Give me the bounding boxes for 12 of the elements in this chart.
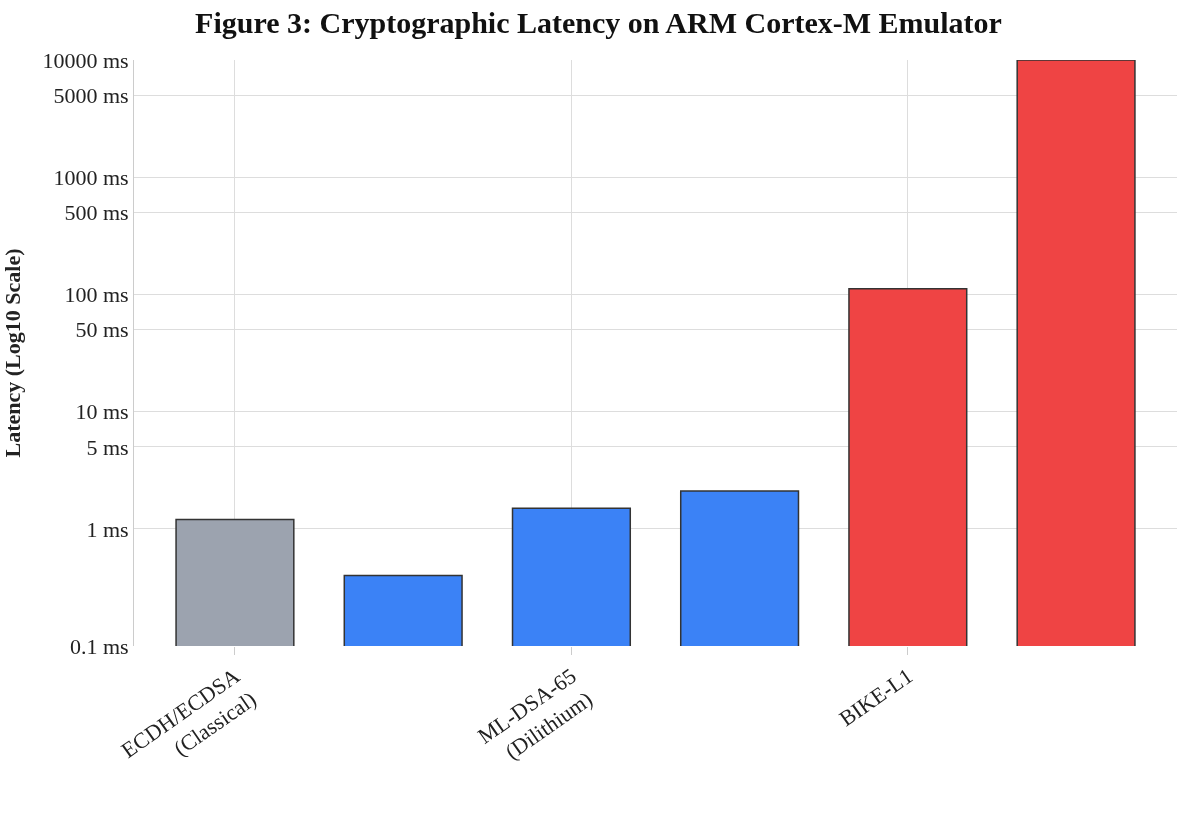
- y-tick-label: 50 ms: [75, 317, 129, 343]
- y-tick-label: 5000 ms: [53, 82, 129, 108]
- chart-title: Figure 3: Cryptographic Latency on ARM Cortex-M Emulator: [195, 6, 1002, 40]
- y-tick-label: 1000 ms: [53, 164, 129, 190]
- y-axis-title: Latency (Log10 Scale): [0, 248, 26, 458]
- y-tick-label: 10 ms: [75, 399, 129, 425]
- y-tick-label: 5 ms: [86, 434, 129, 460]
- y-tick-label: 0.1 ms: [69, 633, 129, 659]
- y-tick-label: 10000 ms: [42, 47, 129, 73]
- y-tick-label: 500 ms: [64, 200, 129, 226]
- y-tick-label: 100 ms: [64, 282, 129, 308]
- y-tick-label: 1 ms: [86, 516, 129, 542]
